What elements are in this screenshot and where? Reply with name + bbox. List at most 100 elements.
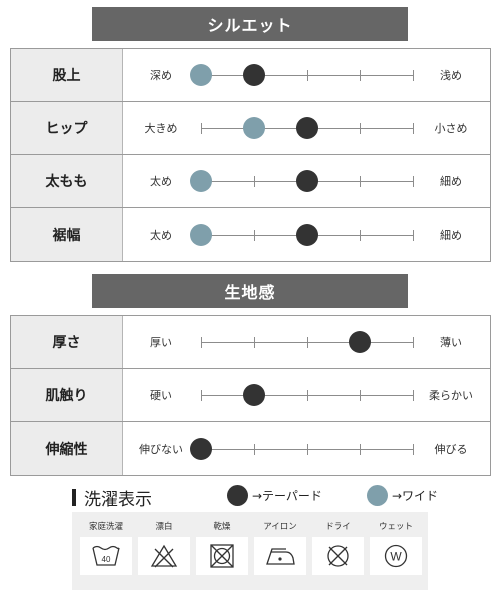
row-label: 股上 <box>11 49 123 101</box>
fabric-header: 生地感 <box>92 274 408 308</box>
scale-tick <box>360 176 361 187</box>
iron-low-icon <box>254 537 306 575</box>
scale-left-label: 太め <box>150 175 172 188</box>
care-caption: 家庭洗濯 <box>88 522 123 532</box>
scale-tick <box>413 390 414 401</box>
scale-tick <box>307 390 308 401</box>
scale-tick <box>413 337 414 348</box>
fabric-table: 厚さ 厚い 薄い肌触り 硬い 柔らかい伸縮性 伸びない 伸びる <box>10 315 491 476</box>
legend-tapered-label: →テーパード <box>252 488 322 503</box>
scale-left-label: 太め <box>150 228 172 242</box>
tapered-marker-dot <box>296 223 318 246</box>
care-item-bleach: 漂白 <box>138 512 190 590</box>
scale-tick <box>360 123 361 134</box>
rating-scale <box>201 316 414 368</box>
wide-dot-icon <box>367 484 388 506</box>
scale-tick <box>360 390 361 401</box>
scale-tick <box>201 390 202 401</box>
rating-row: 太もも 太め 細め <box>11 155 490 208</box>
row-label: ヒップ <box>11 102 123 154</box>
tapered-dot-icon <box>227 484 248 506</box>
scale-tick <box>307 337 308 348</box>
care-item-wet: ウェット W <box>370 512 422 590</box>
scale-tick <box>413 123 414 134</box>
rating-marker-dot <box>243 384 265 406</box>
wide-marker-dot <box>190 170 212 192</box>
scale-tick <box>201 337 202 348</box>
legend-wide-label: →ワイド <box>392 488 439 503</box>
row-label: 太もも <box>11 155 123 207</box>
scale-tick <box>360 229 361 241</box>
rating-row: 厚さ 厚い 薄い <box>11 316 490 369</box>
silhouette-title: シルエット <box>207 16 293 35</box>
tapered-marker-dot <box>243 64 265 86</box>
tapered-marker-dot <box>296 117 318 139</box>
scale-left-label: 伸びない <box>139 442 183 456</box>
silhouette-table: 股上 深め 浅め ヒップ 大きめ 小さめ 太もも 太め 細め 裾幅 太め 細め <box>10 48 491 262</box>
scale-tick <box>254 229 255 241</box>
rating-scale <box>190 422 414 475</box>
rating-scale <box>201 102 414 154</box>
no-tumble-dry-icon <box>196 537 248 575</box>
scale-right-label: 細め <box>440 175 462 188</box>
no-dry-clean-icon <box>312 537 364 575</box>
rating-scale <box>190 155 414 207</box>
scale-tick <box>360 70 361 81</box>
scale-right-label: 薄い <box>440 336 462 349</box>
legend-tapered: →テーパード <box>227 484 322 506</box>
scale-tick <box>413 443 414 455</box>
wide-marker-dot <box>190 223 212 246</box>
care-title-text: 洗濯表示 <box>84 489 152 510</box>
wet-mark: W <box>390 550 402 564</box>
care-item-iron: アイロン <box>254 512 306 590</box>
scale-tick <box>413 176 414 187</box>
care-title: 洗濯表示 <box>72 487 152 510</box>
scale-right-label: 浅め <box>440 69 462 82</box>
care-icons-panel: 家庭洗濯 40 漂白 乾燥 <box>72 512 428 590</box>
scale-tick <box>360 443 361 455</box>
scale-right-label: 伸びる <box>434 442 468 456</box>
rating-scale <box>190 49 414 101</box>
scale-right-label: 柔らかい <box>429 389 473 402</box>
scale-tick <box>254 443 255 455</box>
scale-tick <box>307 443 308 455</box>
rating-scale <box>201 369 414 421</box>
scale-tick <box>413 70 414 81</box>
silhouette-header: シルエット <box>92 7 408 41</box>
wash-temp: 40 <box>102 555 111 564</box>
rating-row: 肌触り 硬い 柔らかい <box>11 369 490 422</box>
scale-left-label: 硬い <box>150 389 172 402</box>
no-bleach-icon <box>138 537 190 575</box>
care-title-bar <box>72 488 76 506</box>
row-label: 伸縮性 <box>11 422 123 475</box>
scale-tick <box>307 70 308 81</box>
scale-tick <box>254 337 255 348</box>
scale-tick <box>201 123 202 134</box>
row-label: 肌触り <box>11 369 123 421</box>
scale-tick <box>254 176 255 187</box>
rating-marker-dot <box>349 331 371 353</box>
care-caption: 漂白 <box>155 522 173 532</box>
rating-marker-dot <box>190 437 212 460</box>
scale-left-label: 深め <box>150 69 172 82</box>
care-caption: ドライ <box>325 522 351 532</box>
row-label: 厚さ <box>11 316 123 368</box>
wash-40-icon: 40 <box>80 537 132 575</box>
scale-tick <box>413 229 414 241</box>
care-caption: ウェット <box>378 522 413 532</box>
scale-left-label: 大きめ <box>144 122 178 135</box>
care-item-wash: 家庭洗濯 40 <box>80 512 132 590</box>
rating-row: ヒップ 大きめ 小さめ <box>11 102 490 155</box>
rating-row: 裾幅 太め 細め <box>11 208 490 261</box>
rating-scale <box>190 208 414 261</box>
rating-row: 伸縮性 伸びない 伸びる <box>11 422 490 475</box>
rating-row: 股上 深め 浅め <box>11 49 490 102</box>
tapered-marker-dot <box>296 170 318 192</box>
scale-right-label: 細め <box>440 228 462 242</box>
care-caption: 乾燥 <box>213 522 231 532</box>
wide-marker-dot <box>243 117 265 139</box>
scale-left-label: 厚い <box>150 336 172 349</box>
wet-clean-icon: W <box>370 537 422 575</box>
care-item-dryclean: ドライ <box>312 512 364 590</box>
row-label: 裾幅 <box>11 208 123 261</box>
